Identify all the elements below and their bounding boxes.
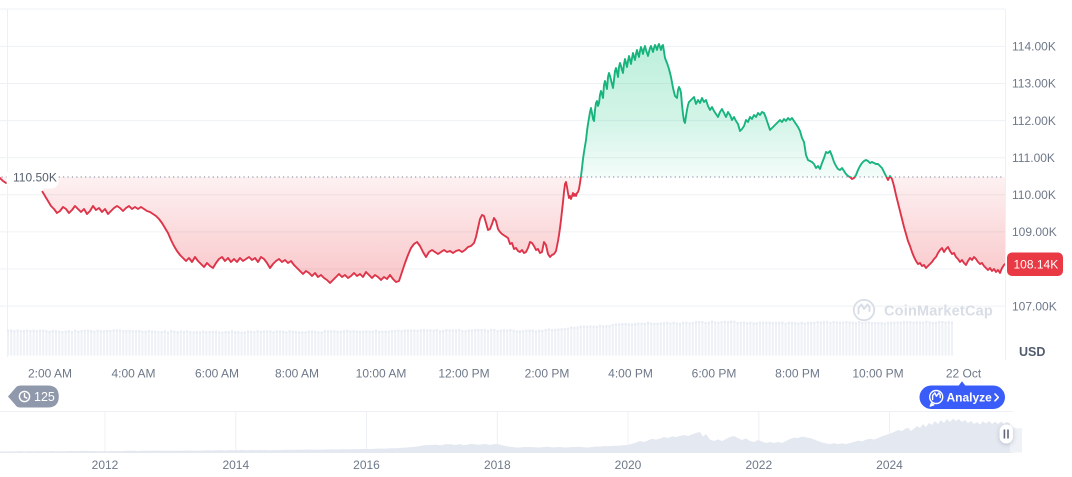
svg-text:4:00 PM: 4:00 PM xyxy=(608,367,653,381)
svg-text:108.14K: 108.14K xyxy=(1014,258,1059,272)
svg-text:2012: 2012 xyxy=(92,458,119,472)
svg-text:110.50K: 110.50K xyxy=(13,171,57,185)
svg-text:Analyze: Analyze xyxy=(947,391,993,405)
svg-text:8:00 PM: 8:00 PM xyxy=(775,367,820,381)
svg-text:10:00 AM: 10:00 AM xyxy=(356,367,407,381)
svg-text:114.00K: 114.00K xyxy=(1012,40,1056,54)
svg-text:2014: 2014 xyxy=(222,458,249,472)
svg-text:22 Oct: 22 Oct xyxy=(946,367,982,381)
svg-text:6:00 PM: 6:00 PM xyxy=(692,367,737,381)
svg-text:USD: USD xyxy=(1019,345,1045,359)
svg-text:2018: 2018 xyxy=(484,458,511,472)
svg-text:111.00K: 111.00K xyxy=(1012,151,1055,165)
svg-text:4:00 AM: 4:00 AM xyxy=(111,367,155,381)
svg-text:6:00 AM: 6:00 AM xyxy=(195,367,239,381)
svg-text:109.00K: 109.00K xyxy=(1012,225,1057,239)
svg-text:2020: 2020 xyxy=(615,458,642,472)
svg-text:2016: 2016 xyxy=(353,458,380,472)
svg-text:2:00 PM: 2:00 PM xyxy=(525,367,570,381)
svg-text:8:00 AM: 8:00 AM xyxy=(275,367,319,381)
svg-text:107.00K: 107.00K xyxy=(1012,299,1057,313)
svg-text:CoinMarketCap: CoinMarketCap xyxy=(884,303,993,319)
svg-text:112.00K: 112.00K xyxy=(1012,114,1056,128)
svg-text:110.00K: 110.00K xyxy=(1012,188,1056,202)
svg-text:125: 125 xyxy=(34,390,55,404)
svg-text:12:00 PM: 12:00 PM xyxy=(438,367,489,381)
svg-text:2:00 AM: 2:00 AM xyxy=(28,367,72,381)
svg-text:10:00 PM: 10:00 PM xyxy=(852,367,903,381)
svg-text:2024: 2024 xyxy=(876,458,903,472)
svg-text:113.00K: 113.00K xyxy=(1012,77,1056,91)
svg-text:2022: 2022 xyxy=(745,458,772,472)
